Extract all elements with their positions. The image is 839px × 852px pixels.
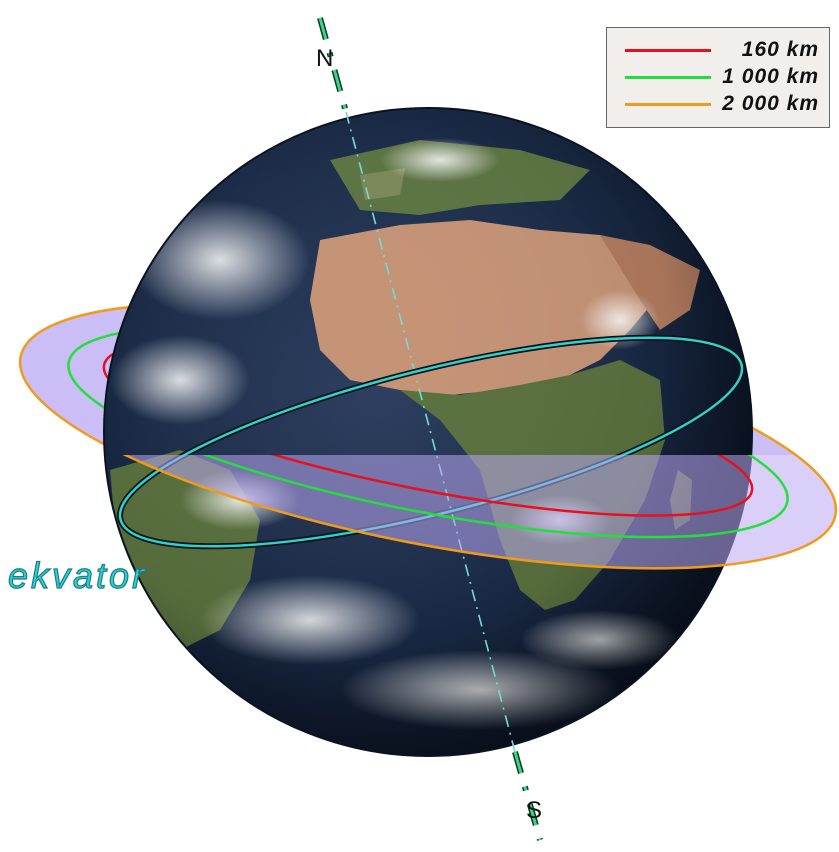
equator-label: ekvator xyxy=(8,555,147,596)
south-pole-label: S xyxy=(526,797,542,824)
legend-swatch-2000km xyxy=(625,103,711,106)
legend-swatch-160km xyxy=(625,49,711,52)
legend-item: 2 000 km xyxy=(607,92,829,116)
earth-globe-icon xyxy=(103,107,753,757)
legend: 160 km 1 000 km 2 000 km xyxy=(606,27,830,128)
legend-label: 1 000 km xyxy=(722,65,819,88)
axis-south-segment xyxy=(512,751,543,841)
north-pole-label: N xyxy=(316,45,333,72)
legend-item: 160 km xyxy=(607,38,829,62)
legend-label: 2 000 km xyxy=(722,92,819,115)
legend-label: 160 km xyxy=(741,38,819,61)
legend-item: 1 000 km xyxy=(607,65,829,89)
orbit-band-front xyxy=(18,455,838,570)
axis-inner-line xyxy=(345,111,516,753)
legend-swatch-1000km xyxy=(625,76,711,79)
axis-north-segment xyxy=(317,17,349,113)
